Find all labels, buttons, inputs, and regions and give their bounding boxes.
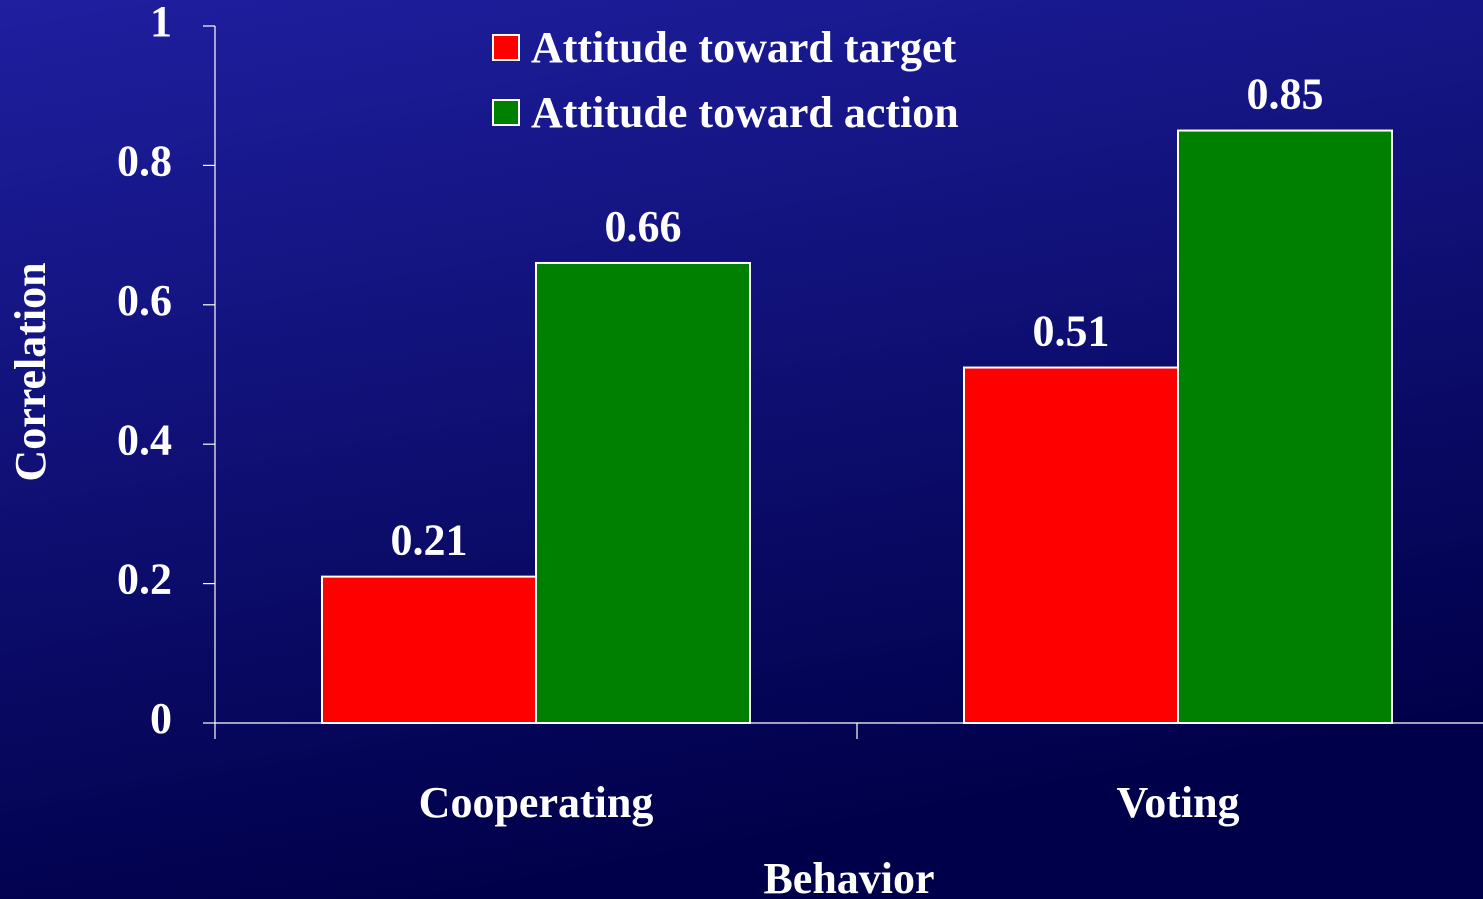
- value-label: 0.21: [391, 516, 468, 565]
- value-label: 0.85: [1247, 70, 1324, 119]
- x-tick-label: Cooperating: [419, 778, 654, 827]
- legend-swatch: [492, 34, 520, 61]
- y-tick-label: 0.4: [117, 415, 172, 464]
- value-label: 0.66: [605, 202, 682, 251]
- bar: [535, 261, 751, 724]
- legend-swatch: [492, 99, 520, 126]
- y-tick-label: 0.6: [117, 276, 172, 325]
- x-axis-title: Behavior: [763, 854, 934, 899]
- bar: [321, 575, 537, 724]
- y-axis-title: Correlation: [6, 262, 55, 481]
- bar: [1177, 129, 1393, 725]
- bar: [963, 366, 1179, 724]
- y-tick-label: 0.8: [117, 136, 172, 185]
- legend-label: Attitude toward action: [531, 88, 959, 137]
- y-tick-label: 1: [150, 0, 172, 46]
- y-tick-label: 0.2: [117, 555, 172, 604]
- x-tick-label: Voting: [1116, 778, 1239, 827]
- legend-label: Attitude toward target: [531, 23, 957, 72]
- y-tick-label: 0: [150, 694, 172, 743]
- value-label: 0.51: [1033, 307, 1110, 356]
